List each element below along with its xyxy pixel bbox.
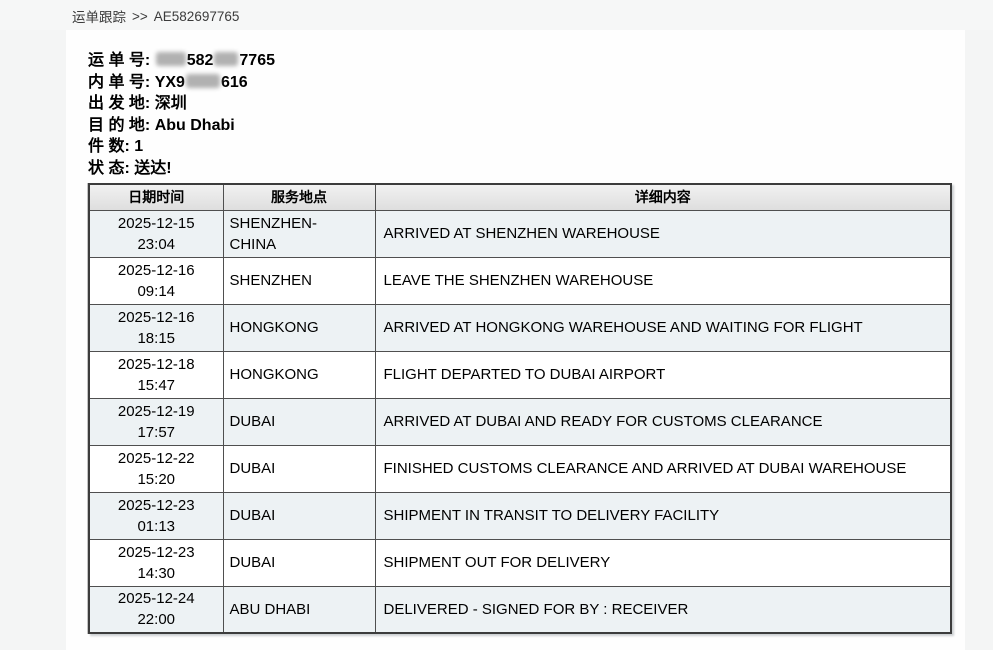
cell-datetime: 2025-12-23 14:30 <box>88 538 224 587</box>
redaction-box <box>185 73 220 88</box>
inner-number-part1: YX9 <box>154 73 185 91</box>
redaction-box <box>155 52 186 66</box>
cell-detail: SHIPMENT IN TRANSIT TO DELIVERY FACILITY <box>374 491 952 540</box>
cell-time: 15:20 <box>137 470 176 488</box>
pieces-value: 1 <box>134 138 144 155</box>
cell-time: 17:57 <box>137 423 176 441</box>
destination-label: 目 的 地: <box>88 116 151 134</box>
tracking-table: 日期时间 服务地点 详细内容 2025-12-15 23:04 SHENZHEN… <box>88 183 952 634</box>
inner-number-label: 内 单 号: <box>88 73 151 91</box>
shipment-info: 运 单 号: 582 7765 内 单 号: YX9 616 出 发 地: 深圳 目… <box>66 30 965 179</box>
header-location: 服务地点 <box>222 183 376 211</box>
cell-time: 23:04 <box>137 235 176 253</box>
destination-line: 目 的 地: Abu Dhabi <box>88 115 965 137</box>
cell-date: 2025-12-23 <box>117 496 195 514</box>
status-value: 送达! <box>134 159 172 177</box>
table-header-row: 日期时间 服务地点 详细内容 <box>88 183 952 211</box>
cell-detail: FLIGHT DEPARTED TO DUBAI AIRPORT <box>374 350 952 399</box>
cell-datetime: 2025-12-18 15:47 <box>88 350 224 399</box>
cell-date: 2025-12-23 <box>117 543 195 561</box>
cell-detail: ARRIVED AT DUBAI AND READY FOR CUSTOMS C… <box>374 397 952 446</box>
cell-location: DUBAI <box>222 491 376 540</box>
waybill-number-line: 运 单 号: 582 7765 <box>88 50 965 72</box>
cell-date: 2025-12-16 <box>117 261 195 279</box>
cell-location: DUBAI <box>222 538 376 587</box>
cell-datetime: 2025-12-15 23:04 <box>88 209 224 258</box>
breadcrumb-separator: >> <box>132 8 148 24</box>
pieces-label: 件 数: <box>88 138 130 155</box>
cell-time: 15:47 <box>137 376 176 394</box>
cell-location: DUBAI <box>222 397 376 446</box>
cell-datetime: 2025-12-22 15:20 <box>88 444 224 493</box>
table-row: 2025-12-18 15:47 HONGKONG FLIGHT DEPARTE… <box>88 350 952 399</box>
cell-time: 18:15 <box>137 329 176 347</box>
cell-date: 2025-12-15 <box>117 214 195 232</box>
cell-location: HONGKONG <box>222 303 376 352</box>
waybill-part2: 7765 <box>239 52 275 69</box>
cell-time: 09:14 <box>137 282 176 300</box>
cell-detail: SHIPMENT OUT FOR DELIVERY <box>374 538 952 587</box>
breadcrumb-bar: 运单跟踪 >> AE582697765 <box>0 0 993 30</box>
waybill-part1: 582 <box>186 52 214 69</box>
cell-location: ABU DHABI <box>222 585 376 634</box>
table-row: 2025-12-19 17:57 DUBAI ARRIVED AT DUBAI … <box>88 397 952 446</box>
table-row: 2025-12-23 14:30 DUBAI SHIPMENT OUT FOR … <box>88 538 952 587</box>
cell-detail: ARRIVED AT HONGKONG WAREHOUSE AND WAITIN… <box>374 303 952 352</box>
cell-detail: FINISHED CUSTOMS CLEARANCE AND ARRIVED A… <box>374 444 952 493</box>
destination-value: Abu Dhabi <box>154 116 235 134</box>
cell-detail: ARRIVED AT SHENZHEN WAREHOUSE <box>374 209 952 258</box>
breadcrumb-section-link[interactable]: 运单跟踪 <box>72 10 126 25</box>
origin-label: 出 发 地: <box>88 95 151 112</box>
cell-date: 2025-12-18 <box>117 355 195 373</box>
cell-date: 2025-12-19 <box>117 402 195 420</box>
cell-location: DUBAI <box>222 444 376 493</box>
breadcrumb-waybill-id: AE582697765 <box>153 8 240 24</box>
cell-location: SHENZHEN <box>222 256 376 305</box>
inner-number-line: 内 单 号: YX9 616 <box>88 72 965 94</box>
cell-date: 2025-12-24 <box>117 590 195 608</box>
cell-time: 01:13 <box>137 517 176 535</box>
table-row: 2025-12-15 23:04 SHENZHEN-CHINA ARRIVED … <box>88 209 952 258</box>
status-label: 状 态: <box>88 159 130 177</box>
cell-detail: LEAVE THE SHENZHEN WAREHOUSE <box>374 256 952 305</box>
cell-date: 2025-12-16 <box>117 308 195 326</box>
cell-datetime: 2025-12-24 22:00 <box>88 585 224 634</box>
redaction-box <box>214 52 239 66</box>
content-panel: 运 单 号: 582 7765 内 单 号: YX9 616 出 发 地: 深圳 目… <box>66 30 965 650</box>
cell-location: SHENZHEN-CHINA <box>222 209 376 258</box>
inner-number-part2: 616 <box>220 73 248 91</box>
pieces-line: 件 数: 1 <box>88 136 965 158</box>
table-row: 2025-12-22 15:20 DUBAI FINISHED CUSTOMS … <box>88 444 952 493</box>
cell-datetime: 2025-12-19 17:57 <box>88 397 224 446</box>
table-row: 2025-12-16 18:15 HONGKONG ARRIVED AT HON… <box>88 303 952 352</box>
table-row: 2025-12-24 22:00 ABU DHABI DELIVERED - S… <box>88 585 952 634</box>
header-detail: 详细内容 <box>374 183 952 211</box>
cell-datetime: 2025-12-16 18:15 <box>88 303 224 352</box>
cell-date: 2025-12-22 <box>117 449 195 467</box>
cell-detail: DELIVERED - SIGNED FOR BY : RECEIVER <box>374 585 952 634</box>
table-row: 2025-12-23 01:13 DUBAI SHIPMENT IN TRANS… <box>88 491 952 540</box>
origin-line: 出 发 地: 深圳 <box>88 93 965 115</box>
header-datetime: 日期时间 <box>88 183 224 211</box>
cell-time: 22:00 <box>137 611 176 629</box>
cell-datetime: 2025-12-16 09:14 <box>88 256 224 305</box>
table-row: 2025-12-16 09:14 SHENZHEN LEAVE THE SHEN… <box>88 256 952 305</box>
cell-datetime: 2025-12-23 01:13 <box>88 491 224 540</box>
breadcrumb: 运单跟踪 >> AE582697765 <box>72 6 239 26</box>
status-line: 状 态: 送达! <box>88 158 965 180</box>
cell-location: HONGKONG <box>222 350 376 399</box>
origin-value: 深圳 <box>154 95 187 112</box>
cell-time: 14:30 <box>137 564 176 582</box>
waybill-label: 运 单 号: <box>88 52 151 69</box>
